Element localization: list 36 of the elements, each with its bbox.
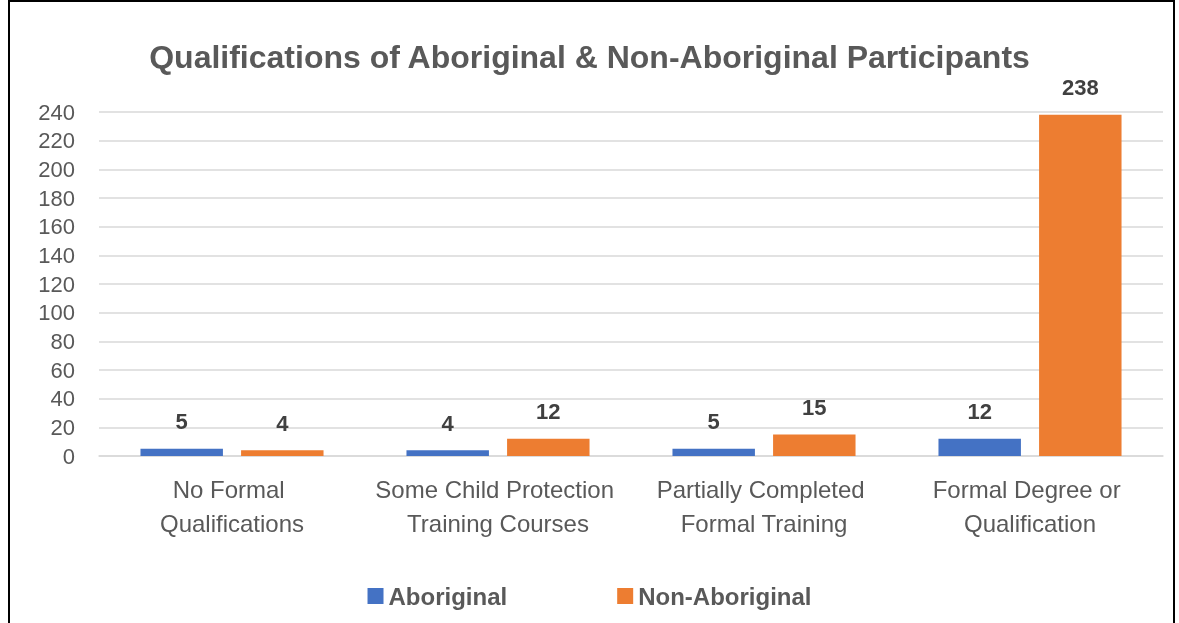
- y-tick-label: 80: [50, 328, 75, 354]
- x-tick-label: Partially Completed Formal Training: [656, 475, 872, 537]
- legend-label: Aboriginal: [388, 582, 508, 610]
- y-tick-label: 160: [38, 214, 75, 240]
- y-tick-label: 100: [38, 300, 75, 326]
- bar: [406, 450, 489, 456]
- y-tick-label: 200: [38, 156, 75, 182]
- chart-title: Qualifications of Aboriginal & Non-Aboriginal Participants: [149, 39, 1030, 75]
- y-tick-label: 140: [38, 242, 75, 268]
- y-tick-label: 40: [50, 386, 75, 412]
- bar: [140, 448, 223, 456]
- x-tick-label: No Formal Qualifications: [159, 475, 305, 537]
- y-tick-label: 240: [38, 99, 75, 125]
- bar: [672, 448, 755, 456]
- y-tick-label: 60: [50, 357, 75, 383]
- x-tick-label: Some Child Protection Training Courses: [375, 475, 621, 537]
- data-label: 238: [1061, 75, 1099, 101]
- bar: [507, 438, 590, 456]
- data-label: 12: [536, 399, 561, 425]
- data-label: 4: [441, 410, 455, 436]
- data-label: 5: [707, 409, 720, 435]
- data-label: 12: [967, 399, 992, 425]
- bar: [241, 450, 324, 456]
- x-tick-label: Formal Degree or Qualification: [932, 475, 1128, 537]
- y-tick-label: 120: [38, 271, 75, 297]
- bar: [1039, 114, 1122, 456]
- bar: [938, 438, 1021, 456]
- y-tick-label: 180: [38, 185, 75, 211]
- data-label: 4: [276, 410, 290, 436]
- data-label: 5: [175, 409, 188, 435]
- y-tick-label: 0: [62, 443, 75, 469]
- y-tick-label: 220: [38, 128, 75, 154]
- data-label: 15: [802, 395, 827, 420]
- y-tick-label: 20: [50, 414, 75, 440]
- legend-label: Non-Aboriginal: [638, 582, 812, 610]
- bar: [773, 434, 856, 456]
